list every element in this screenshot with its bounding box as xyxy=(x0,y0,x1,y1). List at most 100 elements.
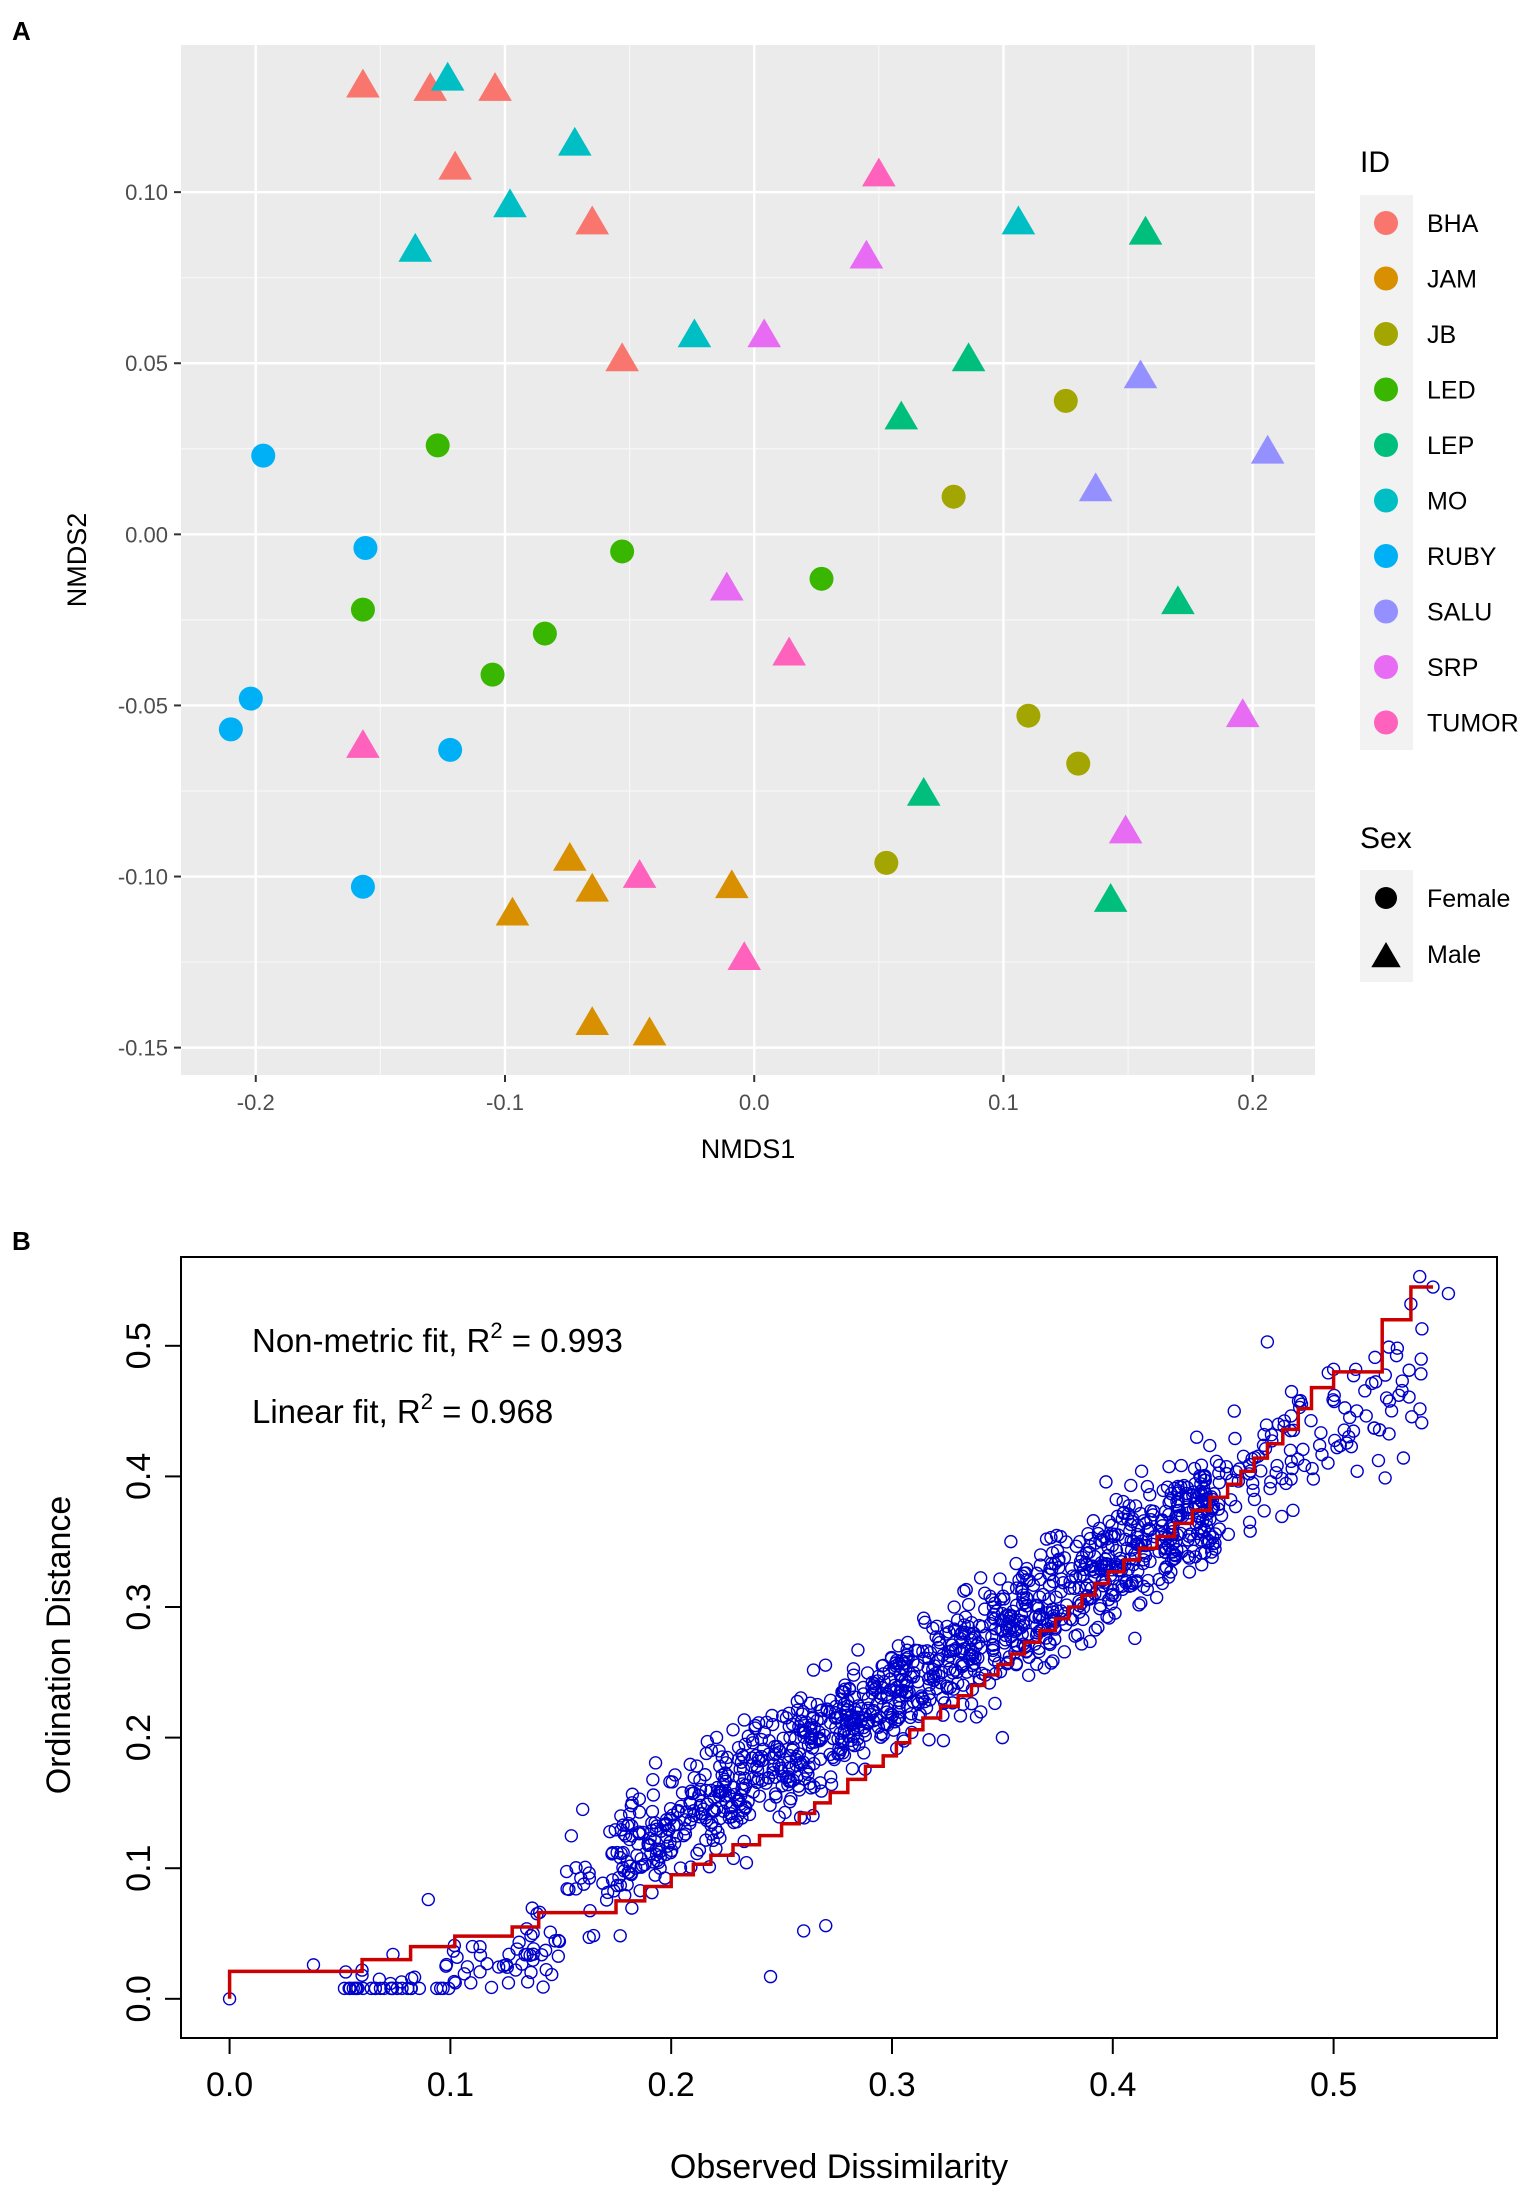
shepard-point xyxy=(997,1592,1011,1606)
shepard-point xyxy=(763,1969,778,1984)
shepard-point xyxy=(1270,1458,1284,1473)
shepard-point xyxy=(653,1861,667,1875)
shepard-point xyxy=(1139,1516,1153,1530)
shepard-point xyxy=(1205,1550,1219,1565)
shepard-point xyxy=(851,1643,865,1657)
shepard-point xyxy=(700,1734,715,1749)
shepard-point xyxy=(1046,1654,1060,1668)
legend-key-ruby xyxy=(1374,544,1398,568)
shepard-point xyxy=(608,1823,622,1837)
shepard-point xyxy=(1344,1439,1359,1454)
shepard-point xyxy=(713,1759,727,1774)
shepard-point xyxy=(768,1787,783,1801)
shepard-point xyxy=(1141,1573,1155,1588)
shepard-point xyxy=(617,1827,631,1841)
shepard-point xyxy=(1194,1525,1209,1539)
shepard-point xyxy=(746,1736,760,1750)
shepard-point xyxy=(964,1643,978,1657)
shepard-point xyxy=(613,1929,627,1943)
shepard-point xyxy=(1402,1363,1416,1377)
nmds-point-jam-male xyxy=(495,896,530,926)
nmds-point-led-female xyxy=(532,621,557,646)
shepard-point xyxy=(1099,1475,1113,1489)
shepard-point xyxy=(384,1981,398,1996)
shepard-point xyxy=(676,1828,691,1843)
shepard-point xyxy=(1164,1486,1178,1501)
y-tick-label: -0.15 xyxy=(118,1036,168,1061)
shepard-point xyxy=(1109,1543,1124,1558)
shepard-point xyxy=(957,1584,971,1598)
shepard-point xyxy=(649,1842,663,1856)
shepard-point xyxy=(690,1846,704,1861)
shepard-point xyxy=(693,1798,708,1812)
shepard-point xyxy=(916,1611,931,1625)
nmds-point-lep-male xyxy=(906,776,941,806)
shepard-point xyxy=(875,1659,889,1673)
shepard-point xyxy=(720,1750,735,1765)
shepard-point xyxy=(1378,1368,1392,1382)
nmds-point-tumor-male xyxy=(346,729,380,758)
shepard-point xyxy=(1212,1458,1227,1473)
nmds-point-bha-male xyxy=(413,72,448,101)
shepard-point xyxy=(1032,1590,1047,1604)
shepard-point xyxy=(1064,1562,1079,1576)
shepard-point xyxy=(813,1752,828,1766)
shepard-point xyxy=(1134,1464,1149,1478)
shepard-point xyxy=(792,1747,807,1761)
nmds-point-srp-male xyxy=(747,318,781,348)
shepard-point xyxy=(1134,1596,1148,1610)
shepard-point xyxy=(917,1651,932,1665)
shepard-point xyxy=(818,1658,833,1672)
shepard-point xyxy=(1022,1573,1037,1588)
shepard-point xyxy=(1395,1374,1409,1388)
shepard-point xyxy=(421,1892,436,1907)
shepard-point xyxy=(961,1597,976,1612)
shepard-point xyxy=(646,1788,661,1802)
nmds-point-srp-male xyxy=(1225,698,1260,728)
shepard-point xyxy=(1173,1508,1188,1522)
shepard-point xyxy=(1092,1521,1107,1535)
shepard-point xyxy=(860,1715,875,1730)
shepard-point xyxy=(930,1681,944,1696)
shepard-y-axis-title: Ordination Distance xyxy=(40,1496,78,1795)
shepard-point xyxy=(794,1691,808,1705)
shepard-point xyxy=(709,1730,724,1745)
legend-key-female xyxy=(1375,887,1397,909)
shepard-point xyxy=(737,1713,751,1727)
shepard-point xyxy=(769,1746,783,1761)
shepard-point xyxy=(1203,1438,1217,1453)
shepard-point xyxy=(1212,1522,1227,1536)
shepard-point xyxy=(1326,1393,1340,1407)
shepard-point xyxy=(1115,1579,1129,1594)
shepard-point xyxy=(1384,1404,1399,1418)
shepard-point xyxy=(857,1746,871,1760)
shepard-point xyxy=(383,1976,398,1991)
shepard-point xyxy=(1228,1431,1242,1446)
shepard-point xyxy=(1054,1585,1068,1599)
shepard-point xyxy=(964,1697,979,1711)
shepard-point xyxy=(596,1876,610,1890)
legend-label-bha: BHA xyxy=(1427,210,1479,238)
shepard-point xyxy=(1260,1335,1275,1349)
shepard-point xyxy=(1197,1485,1212,1500)
shepard-point xyxy=(473,1940,487,1954)
nmds-point-mo-male xyxy=(1001,205,1036,235)
shepard-point xyxy=(1206,1530,1220,1544)
shepard-point xyxy=(1072,1535,1087,1549)
nmds-point-mo-male xyxy=(677,318,712,348)
shepard-point xyxy=(1198,1546,1212,1560)
shepard-point xyxy=(738,1737,752,1752)
shepard-point xyxy=(969,1710,984,1724)
shepard-point xyxy=(576,1802,590,1817)
shepard-point xyxy=(712,1744,726,1758)
shepard-point xyxy=(1414,1352,1428,1366)
legend-key-bha xyxy=(1374,211,1398,235)
shepard-point xyxy=(1413,1269,1427,1284)
shepard-point xyxy=(834,1742,848,1757)
shepard-point xyxy=(947,1600,961,1614)
shepard-point xyxy=(956,1678,970,1692)
shepard-point xyxy=(404,1981,419,1996)
nmds-point-ruby-female xyxy=(238,686,263,711)
shepard-point xyxy=(803,1731,818,1746)
